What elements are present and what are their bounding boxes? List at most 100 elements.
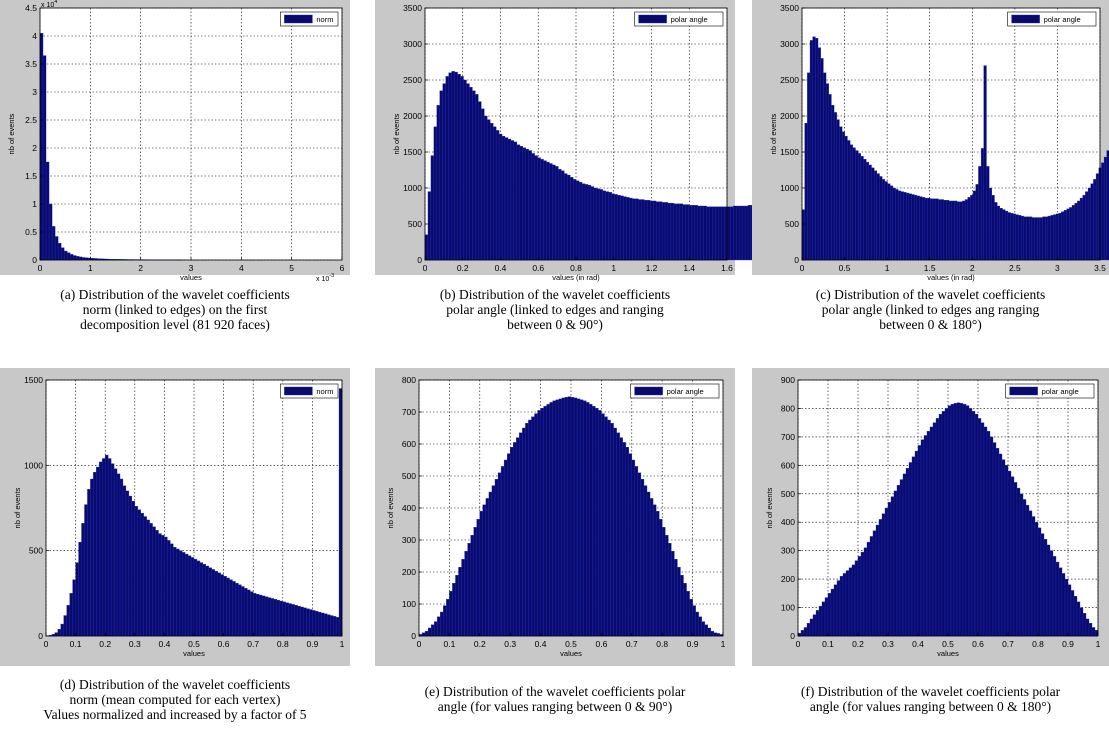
histogram-bar — [911, 194, 915, 261]
histogram-bar — [607, 419, 611, 637]
histogram-bar — [1040, 533, 1045, 637]
histogram-bar — [715, 206, 719, 261]
histogram-bar — [253, 593, 257, 637]
histogram-bar — [1022, 499, 1027, 637]
histogram-bar — [908, 193, 912, 261]
histogram-bar — [827, 593, 832, 637]
y-tick-label: 0 — [411, 631, 416, 641]
histogram-bar — [950, 404, 955, 637]
histogram-bar — [217, 572, 221, 637]
y-tick-label: 200 — [402, 567, 416, 577]
histogram-bar — [558, 398, 563, 637]
histogram-bar — [704, 624, 708, 637]
histogram-bar — [991, 195, 995, 261]
histogram-bar — [700, 205, 704, 261]
histogram-bar — [801, 209, 805, 261]
legend-swatch — [1011, 14, 1040, 24]
chart-c: 0 0.5 1 1.5 2 2.5 3 3.5 0 500 1000 1500 2000 2500 3000… — [752, 0, 1109, 282]
histogram-bar — [196, 560, 201, 637]
histogram-bar — [836, 119, 840, 261]
histogram-bar — [570, 177, 574, 261]
histogram-bar — [920, 439, 925, 637]
histogram-bar — [679, 203, 683, 261]
histogram-bar — [692, 605, 696, 637]
histogram-bar — [303, 607, 307, 637]
histogram-bar — [537, 157, 541, 261]
histogram-bar — [733, 205, 737, 261]
histogram-bar — [640, 479, 645, 637]
histogram-bar — [220, 574, 224, 637]
histogram-bar — [332, 616, 337, 637]
histogram-bar — [682, 204, 686, 261]
histogram-bar — [847, 140, 851, 261]
histogram-bar — [628, 453, 632, 637]
caption-b-line-2: polar angle (linked to edges and ranging — [446, 302, 664, 317]
histogram-bar — [703, 205, 707, 261]
x-tick-label: 0.6 — [532, 263, 544, 273]
histogram-bar — [959, 403, 964, 637]
histogram-bar — [1050, 215, 1054, 261]
x-exponent-label: x 10-3 — [316, 273, 334, 283]
histogram-bar — [470, 535, 474, 637]
histogram-bar — [202, 564, 207, 637]
histogram-bar — [446, 599, 450, 637]
histogram-bar — [1052, 556, 1057, 637]
histogram-bar — [491, 485, 496, 637]
y-tick-label: 600 — [781, 460, 795, 470]
histogram-bar — [650, 200, 654, 261]
histogram-bar — [294, 605, 298, 637]
histogram-bar — [685, 204, 689, 261]
histogram-bar — [620, 195, 624, 261]
histogram-bar — [1070, 590, 1075, 637]
histogram-bar — [914, 195, 918, 261]
histogram-bar — [815, 38, 819, 261]
histogram-bar — [105, 454, 109, 637]
y-axis-label: nb of events — [392, 113, 401, 154]
histogram-bar — [161, 535, 165, 637]
histogram-bar — [842, 573, 847, 637]
histogram-bar — [149, 523, 153, 637]
x-tick-label: 6 — [340, 263, 345, 273]
histogram-bar — [844, 135, 848, 261]
histogram-bar — [890, 496, 895, 637]
x-tick-label: 0.1 — [443, 639, 455, 649]
histogram-bar — [469, 87, 473, 261]
histogram-bar — [473, 527, 477, 637]
histogram-bar — [525, 423, 529, 637]
x-tick-label: 5 — [289, 263, 294, 273]
panel-a: 0 1 2 3 4 5 6 0 0.5 1 1.5 2 2.5 3 3.5 4 4.5 values nb of e… — [0, 0, 350, 360]
caption-c-line-1: (c) Distribution of the wavelet coeffici… — [815, 287, 1046, 302]
histogram-bar — [713, 632, 718, 637]
y-tick-label: 500 — [402, 471, 416, 481]
histogram-bar — [741, 205, 746, 261]
y-axis-label: nb of events — [7, 113, 16, 154]
histogram-bar — [1045, 216, 1049, 261]
histogram-bar — [874, 170, 878, 261]
histogram-bar — [804, 123, 808, 261]
histogram-bar — [146, 519, 150, 637]
histogram-bar — [99, 461, 103, 637]
histogram-bar — [926, 431, 931, 637]
caption-b-line-1: (b) Distribution of the wavelet coeffici… — [439, 287, 671, 302]
histogram-bar — [697, 205, 701, 261]
histogram-bar — [1063, 210, 1067, 261]
histogram-bar — [919, 196, 923, 261]
histogram-bar — [51, 226, 56, 261]
histogram-bar — [137, 509, 141, 637]
panel-d: 0 0.1 0.2 0.3 0.4 0.5 0.6 0.7 0.8 0.9 1 0 500 1000 150… — [0, 368, 350, 731]
histogram-bar — [1085, 191, 1089, 261]
legend-swatch — [1009, 386, 1038, 396]
histogram-bar — [573, 397, 578, 637]
histogram-bar — [869, 536, 874, 637]
histogram-bar — [954, 200, 958, 261]
histogram-bar — [655, 511, 660, 637]
histogram-bar — [318, 611, 322, 637]
histogram-bar — [143, 516, 147, 637]
histogram-bar — [622, 442, 626, 637]
histogram-bar — [1021, 215, 1025, 261]
histogram-bar — [443, 605, 447, 637]
histogram-bar — [854, 560, 859, 637]
x-tick-label: 1.6 — [721, 263, 733, 273]
histogram-bar — [902, 473, 907, 637]
y-tick-label: 4.5 — [25, 3, 37, 13]
